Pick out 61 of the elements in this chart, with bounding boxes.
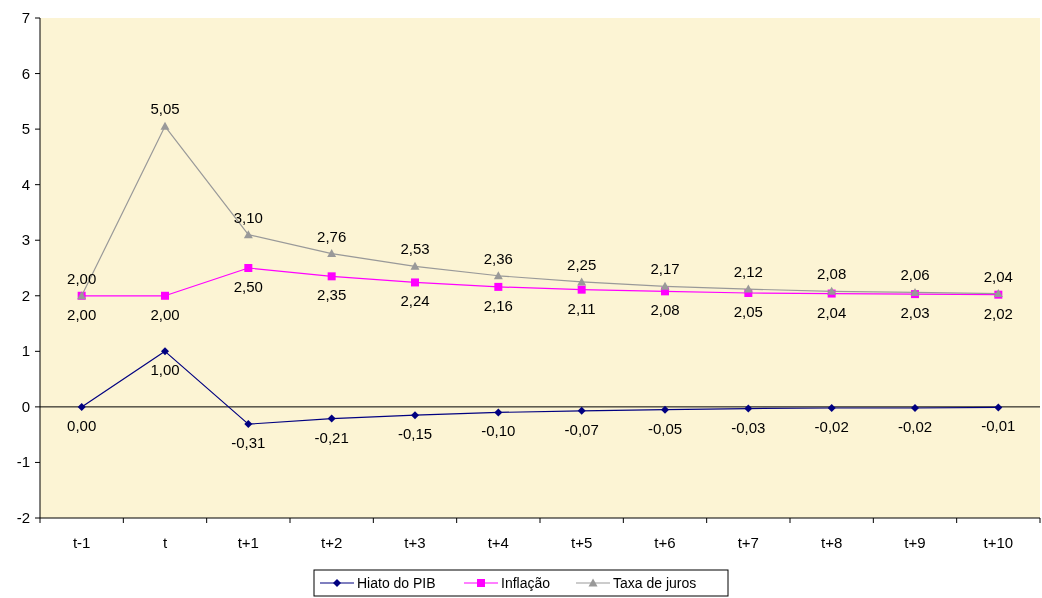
y-tick-label: 7	[21, 9, 30, 26]
data-label: -0,21	[314, 428, 349, 446]
y-tick-label: 1	[21, 342, 30, 360]
data-label: 2,06	[900, 266, 930, 284]
data-label: 2,00	[67, 269, 97, 287]
data-label: 2,24	[400, 292, 430, 310]
y-tick-label: 4	[21, 175, 30, 193]
y-tick-label: -1	[16, 453, 30, 471]
x-tick-label: t+1	[237, 534, 259, 551]
data-label: -0,02	[814, 418, 849, 435]
y-tick-label: 6	[21, 64, 30, 82]
data-label: 2,12	[733, 263, 763, 281]
data-label: -0,05	[647, 419, 683, 437]
y-tick-label: 3	[21, 231, 30, 249]
data-label: 2,03	[900, 304, 930, 322]
x-tick-label: t-1	[72, 534, 91, 551]
data-label: 2,25	[567, 255, 597, 273]
x-tick-label: t+10	[983, 534, 1014, 551]
data-label: 1,00	[150, 361, 180, 379]
x-tick-label: t+8	[821, 534, 843, 551]
data-label: -0,02	[897, 418, 933, 435]
data-label: 3,10	[233, 208, 263, 226]
x-tick-label: t	[162, 534, 168, 551]
data-label: -0,15	[397, 425, 433, 443]
legend-label: Inflação	[501, 575, 551, 591]
data-label: 2,04	[817, 303, 847, 321]
data-label: 2,05	[733, 303, 763, 320]
x-tick-label: t+9	[904, 534, 926, 551]
data-label: -0,31	[231, 434, 266, 452]
data-label: -0,01	[981, 417, 1016, 435]
legend-label: Taxa de juros	[613, 575, 697, 591]
data-label: 2,35	[317, 286, 347, 304]
data-label: -0,07	[564, 420, 599, 438]
x-tick-label: t+6	[654, 534, 676, 551]
y-tick-label: 0	[21, 397, 30, 415]
data-label: 2,11	[567, 299, 596, 317]
data-label: 2,16	[483, 296, 513, 314]
y-tick-label: 2	[21, 286, 30, 304]
y-tick-label: 5	[21, 120, 30, 138]
data-label: 2,08	[650, 301, 680, 319]
data-label: 2,76	[317, 227, 347, 245]
data-label: 2,08	[817, 265, 847, 283]
data-label: 2,04	[983, 267, 1013, 285]
data-label: 2,50	[233, 278, 263, 295]
legend-label: Hiato do PIB	[357, 575, 436, 591]
data-label: -0,10	[481, 422, 516, 440]
data-label: 0,00	[67, 416, 97, 434]
data-label: 2,36	[483, 249, 513, 267]
data-label: 2,00	[150, 305, 180, 323]
data-label: 2,02	[983, 304, 1013, 322]
x-tick-label: t+5	[571, 534, 593, 551]
data-label: 2,00	[67, 305, 97, 323]
data-label: 5,05	[150, 100, 180, 118]
y-tick-label: -2	[16, 509, 30, 526]
data-label: 2,17	[650, 260, 680, 278]
x-tick-label: t+3	[404, 534, 426, 551]
x-tick-label: t+7	[737, 534, 759, 551]
data-label: -0,03	[731, 418, 766, 436]
x-tick-label: t+4	[487, 534, 509, 551]
data-label: 2,53	[400, 240, 430, 258]
x-tick-label: t+2	[321, 534, 343, 551]
